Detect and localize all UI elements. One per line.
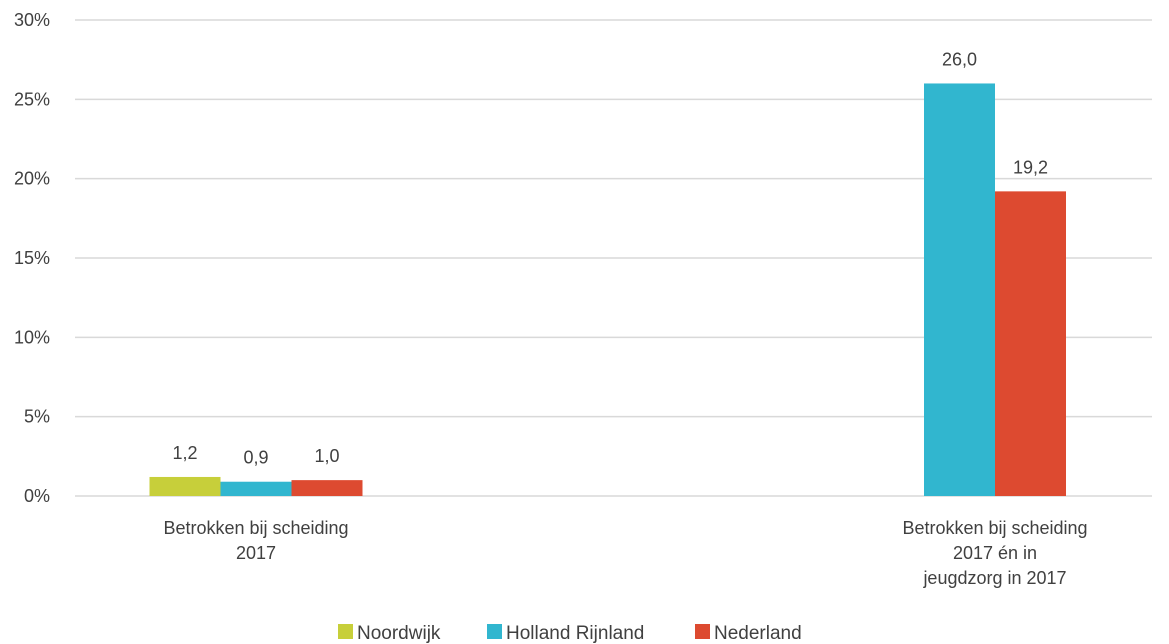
gridlines	[75, 19, 1152, 497]
y-tick-label: 25%	[14, 89, 50, 109]
bar-nederland	[291, 480, 363, 496]
bar-holland-rijnland	[220, 481, 292, 496]
bar-nederland	[995, 191, 1066, 497]
y-tick-label: 30%	[14, 10, 50, 30]
category-labels: Betrokken bij scheiding 2017 Betrokken bij…	[163, 518, 1087, 588]
data-label-nederland: 1,0	[314, 446, 339, 466]
legend-swatch-noordwijk	[338, 624, 353, 639]
category-label: Betrokken bij scheiding	[902, 518, 1087, 538]
legend: Noordwijk Holland Rijnland Nederland	[338, 623, 802, 644]
data-label-nederland: 19,2	[1013, 157, 1048, 177]
y-tick-label: 10%	[14, 327, 50, 347]
category-label: 2017	[236, 543, 276, 563]
bars	[149, 83, 1066, 497]
legend-label-noordwijk: Noordwijk	[357, 623, 441, 644]
category-label: Betrokken bij scheiding	[163, 518, 348, 538]
y-axis-tick-labels: 0% 5% 10% 15% 20% 25% 30%	[14, 10, 50, 506]
bar-holland-rijnland	[924, 83, 995, 496]
data-label-holland-rijnland: 26,0	[942, 49, 977, 69]
legend-swatch-holland-rijnland	[487, 624, 502, 639]
y-tick-label: 5%	[24, 407, 50, 427]
category-label: 2017 én in	[953, 543, 1037, 563]
category-label: jeugdzorg in 2017	[922, 568, 1066, 588]
bar-noordwijk	[149, 476, 221, 496]
data-label-noordwijk: 1,2	[172, 443, 197, 463]
y-tick-label: 15%	[14, 248, 50, 268]
data-labels: 1,2 0,9 1,0 26,0 19,2	[172, 49, 1048, 467]
legend-label-nederland: Nederland	[714, 623, 802, 644]
data-label-holland-rijnland: 0,9	[243, 448, 268, 468]
y-tick-label: 20%	[14, 169, 50, 189]
y-tick-label: 0%	[24, 486, 50, 506]
legend-label-holland-rijnland: Holland Rijnland	[506, 623, 644, 644]
legend-swatch-nederland	[695, 624, 710, 639]
